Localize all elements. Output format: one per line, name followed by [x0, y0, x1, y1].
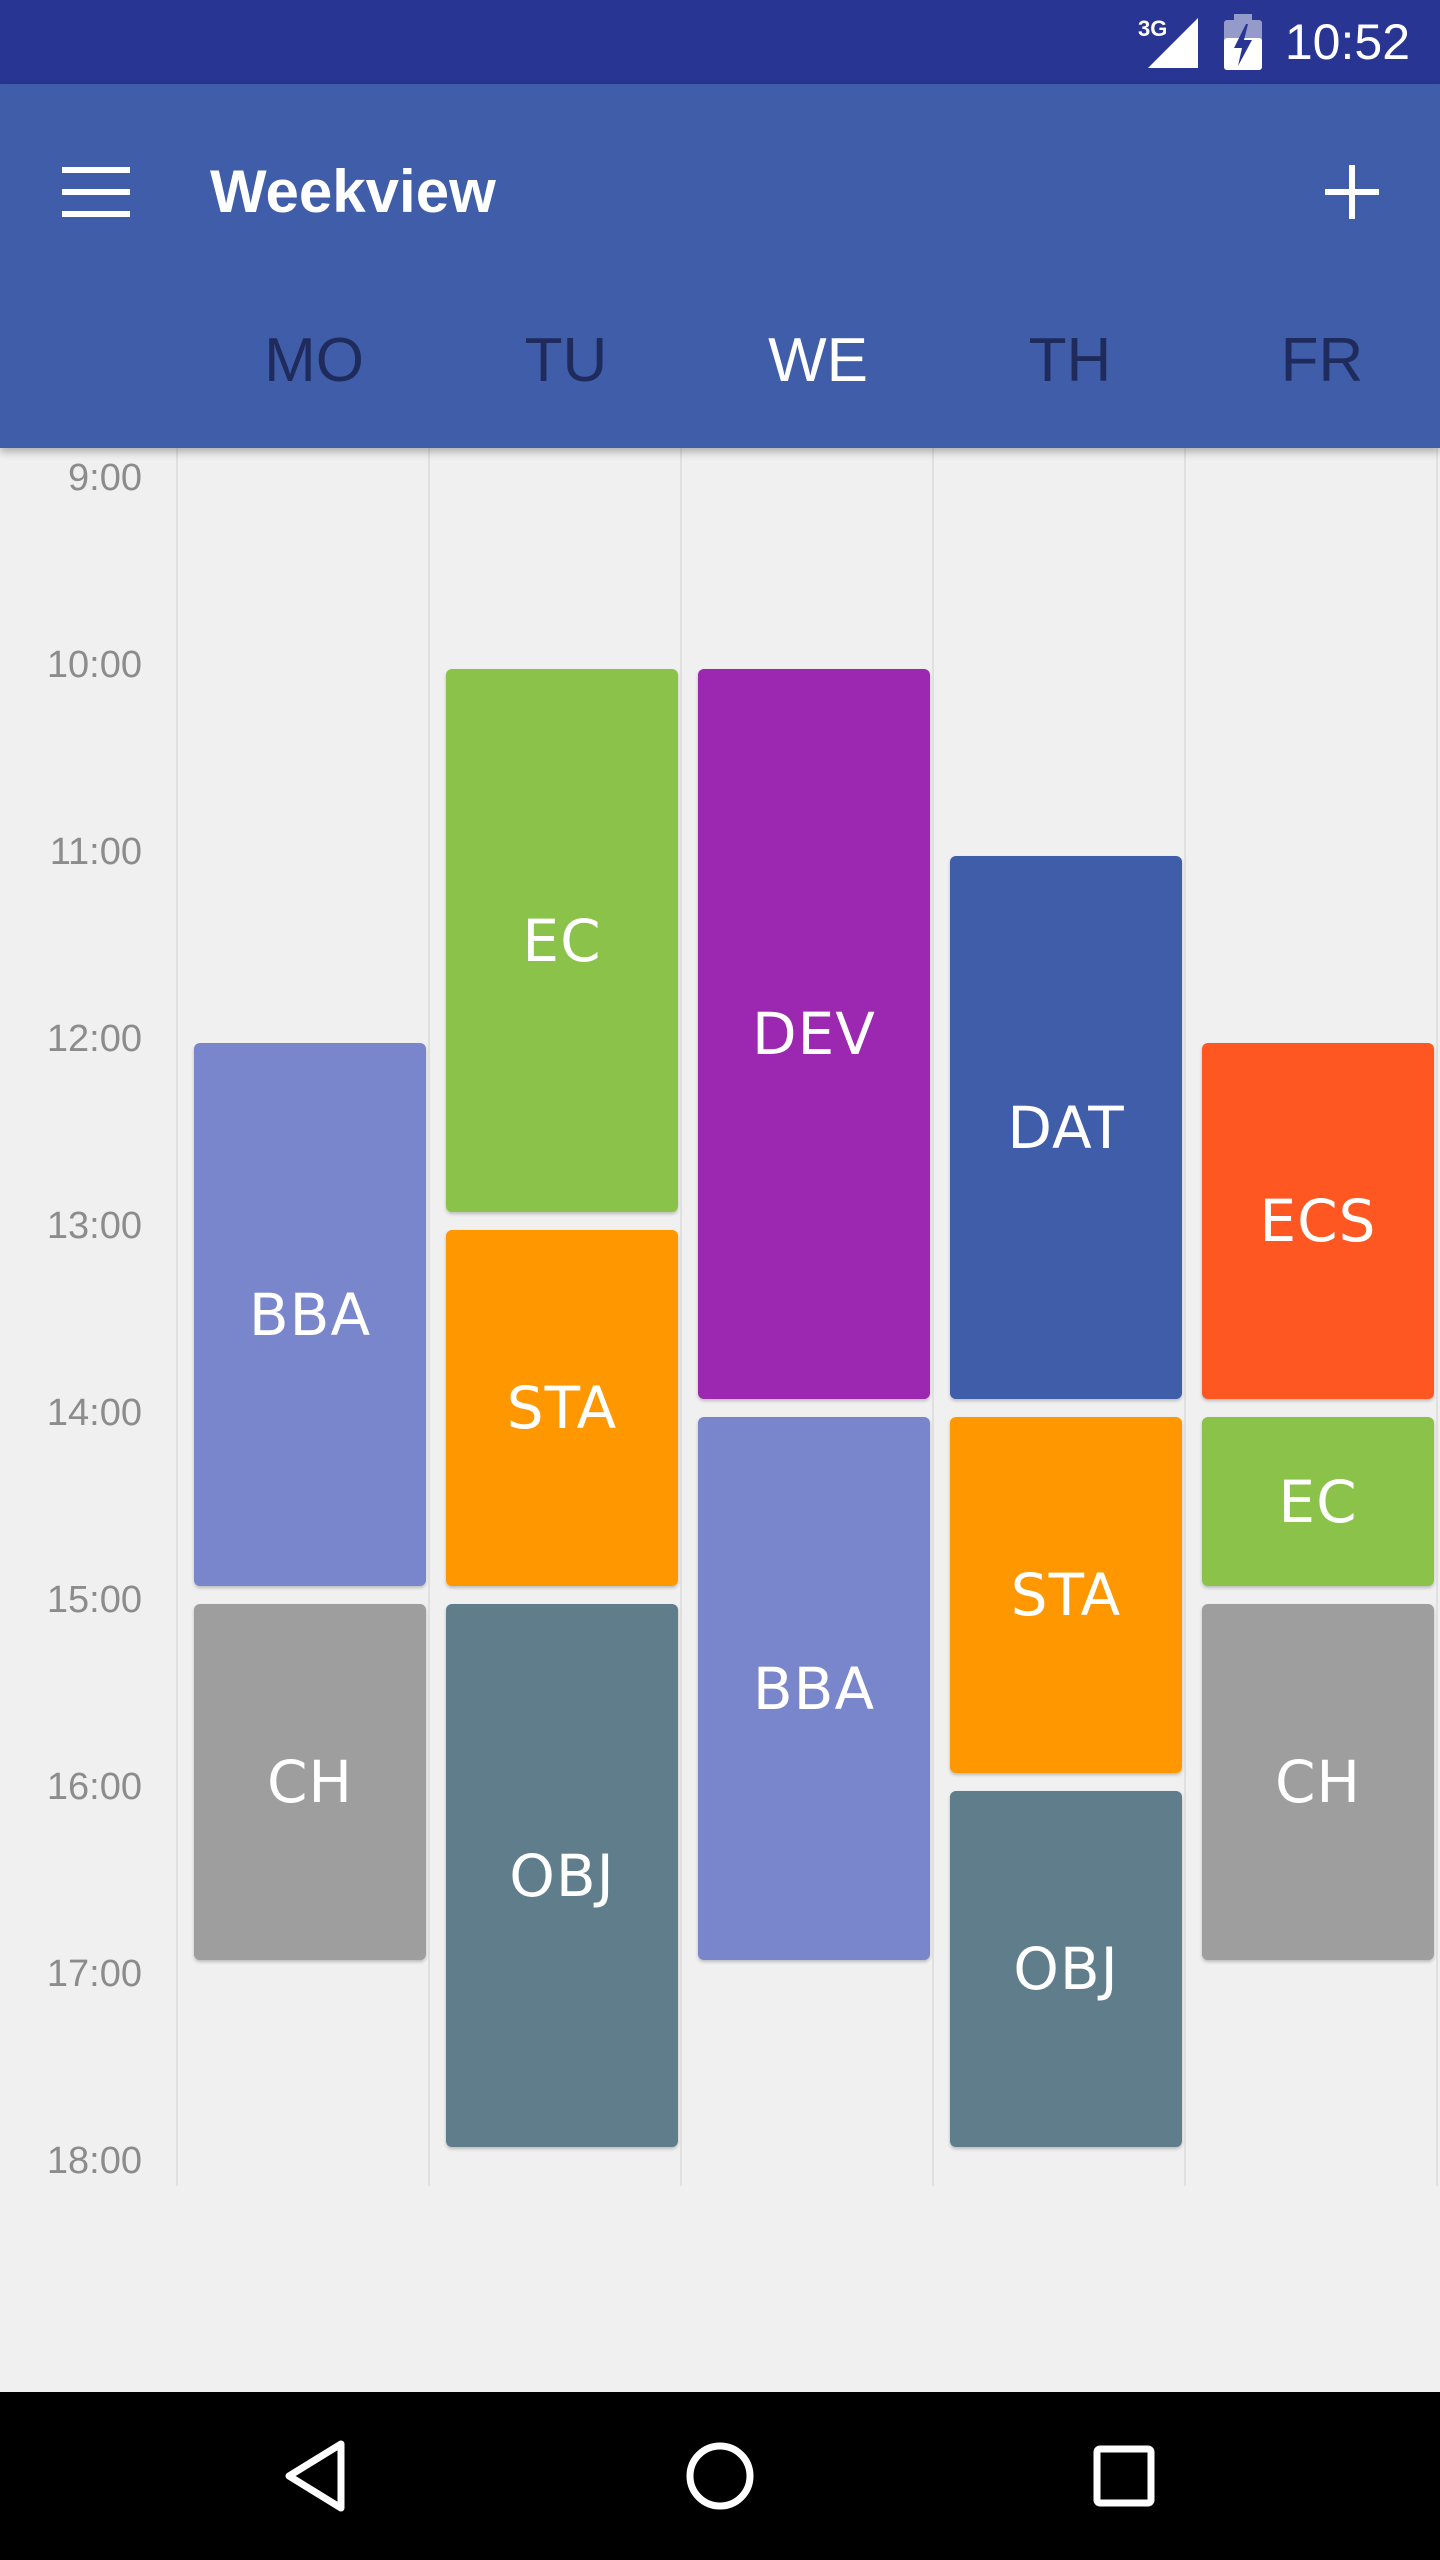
column-divider	[680, 448, 682, 2186]
event-sta[interactable]: STA	[446, 1230, 678, 1586]
event-label: BBA	[248, 1280, 372, 1349]
time-label: 14:00	[46, 1392, 142, 1434]
event-label: OBJ	[509, 1841, 615, 1910]
status-bar: 3G 10:52	[0, 0, 1440, 84]
event-label: EC	[522, 906, 602, 975]
event-ch[interactable]: CH	[194, 1604, 426, 1960]
event-bba[interactable]: BBA	[194, 1043, 426, 1586]
time-label: 10:00	[46, 644, 142, 686]
event-label: STA	[1010, 1561, 1122, 1629]
menu-button[interactable]	[48, 144, 144, 240]
day-header-we: WE	[768, 326, 868, 395]
time-label: 17:00	[46, 1953, 142, 1995]
time-label: 13:00	[46, 1205, 142, 1247]
back-icon	[285, 2440, 345, 2512]
time-label: 9:00	[68, 457, 142, 499]
week-grid: 9:00 10:00 11:00 12:00 13:00 14:00 15:00 16:00 1…	[0, 448, 1440, 2186]
event-label: OBJ	[1013, 1935, 1119, 2003]
event-ec[interactable]: EC	[1202, 1417, 1434, 1586]
day-header-th: TH	[1028, 326, 1112, 395]
event-label: EC	[1278, 1467, 1358, 1536]
time-label: 11:00	[49, 831, 142, 873]
column-divider	[932, 448, 934, 2186]
event-ecs[interactable]: ECS	[1202, 1043, 1434, 1399]
recents-icon	[1093, 2445, 1155, 2507]
column-divider	[428, 448, 430, 2186]
time-label: 12:00	[46, 1018, 142, 1060]
time-label: 18:00	[46, 2140, 142, 2182]
home-icon	[686, 2442, 754, 2510]
column-divider	[1184, 448, 1186, 2186]
event-label: CH	[266, 1748, 354, 1816]
event-ec[interactable]: EC	[446, 669, 678, 1212]
day-header-fr: FR	[1280, 326, 1364, 395]
home-button[interactable]	[660, 2416, 780, 2536]
event-obj[interactable]: OBJ	[446, 1604, 678, 2147]
day-header-tu: TU	[524, 326, 608, 395]
day-header-mo: MO	[264, 326, 364, 395]
event-ch[interactable]: CH	[1202, 1604, 1434, 1960]
event-obj[interactable]: OBJ	[950, 1791, 1182, 2147]
event-dev[interactable]: DEV	[698, 669, 930, 1399]
event-sta[interactable]: STA	[950, 1417, 1182, 1773]
add-icon	[1325, 165, 1379, 219]
event-label: ECS	[1259, 1187, 1377, 1255]
column-divider	[1436, 448, 1438, 2186]
event-label: CH	[1274, 1748, 1362, 1816]
app-toolbar: Weekview MO TU WE TH FR	[0, 84, 1440, 448]
event-label: BBA	[752, 1654, 876, 1723]
back-button[interactable]	[256, 2416, 376, 2536]
signal-icon	[1148, 18, 1198, 68]
add-event-button[interactable]	[1300, 140, 1404, 244]
column-divider	[176, 448, 178, 2186]
navigation-bar	[0, 2392, 1440, 2560]
event-bba[interactable]: BBA	[698, 1417, 930, 1960]
menu-icon	[62, 167, 130, 217]
event-label: DAT	[1007, 1093, 1125, 1162]
network-type: 3G	[1138, 16, 1168, 41]
event-label: STA	[506, 1374, 618, 1442]
time-label: 15:00	[46, 1579, 142, 1621]
event-label: DEV	[752, 1000, 876, 1068]
recents-button[interactable]	[1064, 2416, 1184, 2536]
time-label: 16:00	[46, 1766, 142, 1808]
event-dat[interactable]: DAT	[950, 856, 1182, 1399]
status-clock: 10:52	[1284, 14, 1410, 70]
page-title: Weekview	[210, 158, 496, 225]
battery-charging-icon	[1224, 14, 1262, 70]
